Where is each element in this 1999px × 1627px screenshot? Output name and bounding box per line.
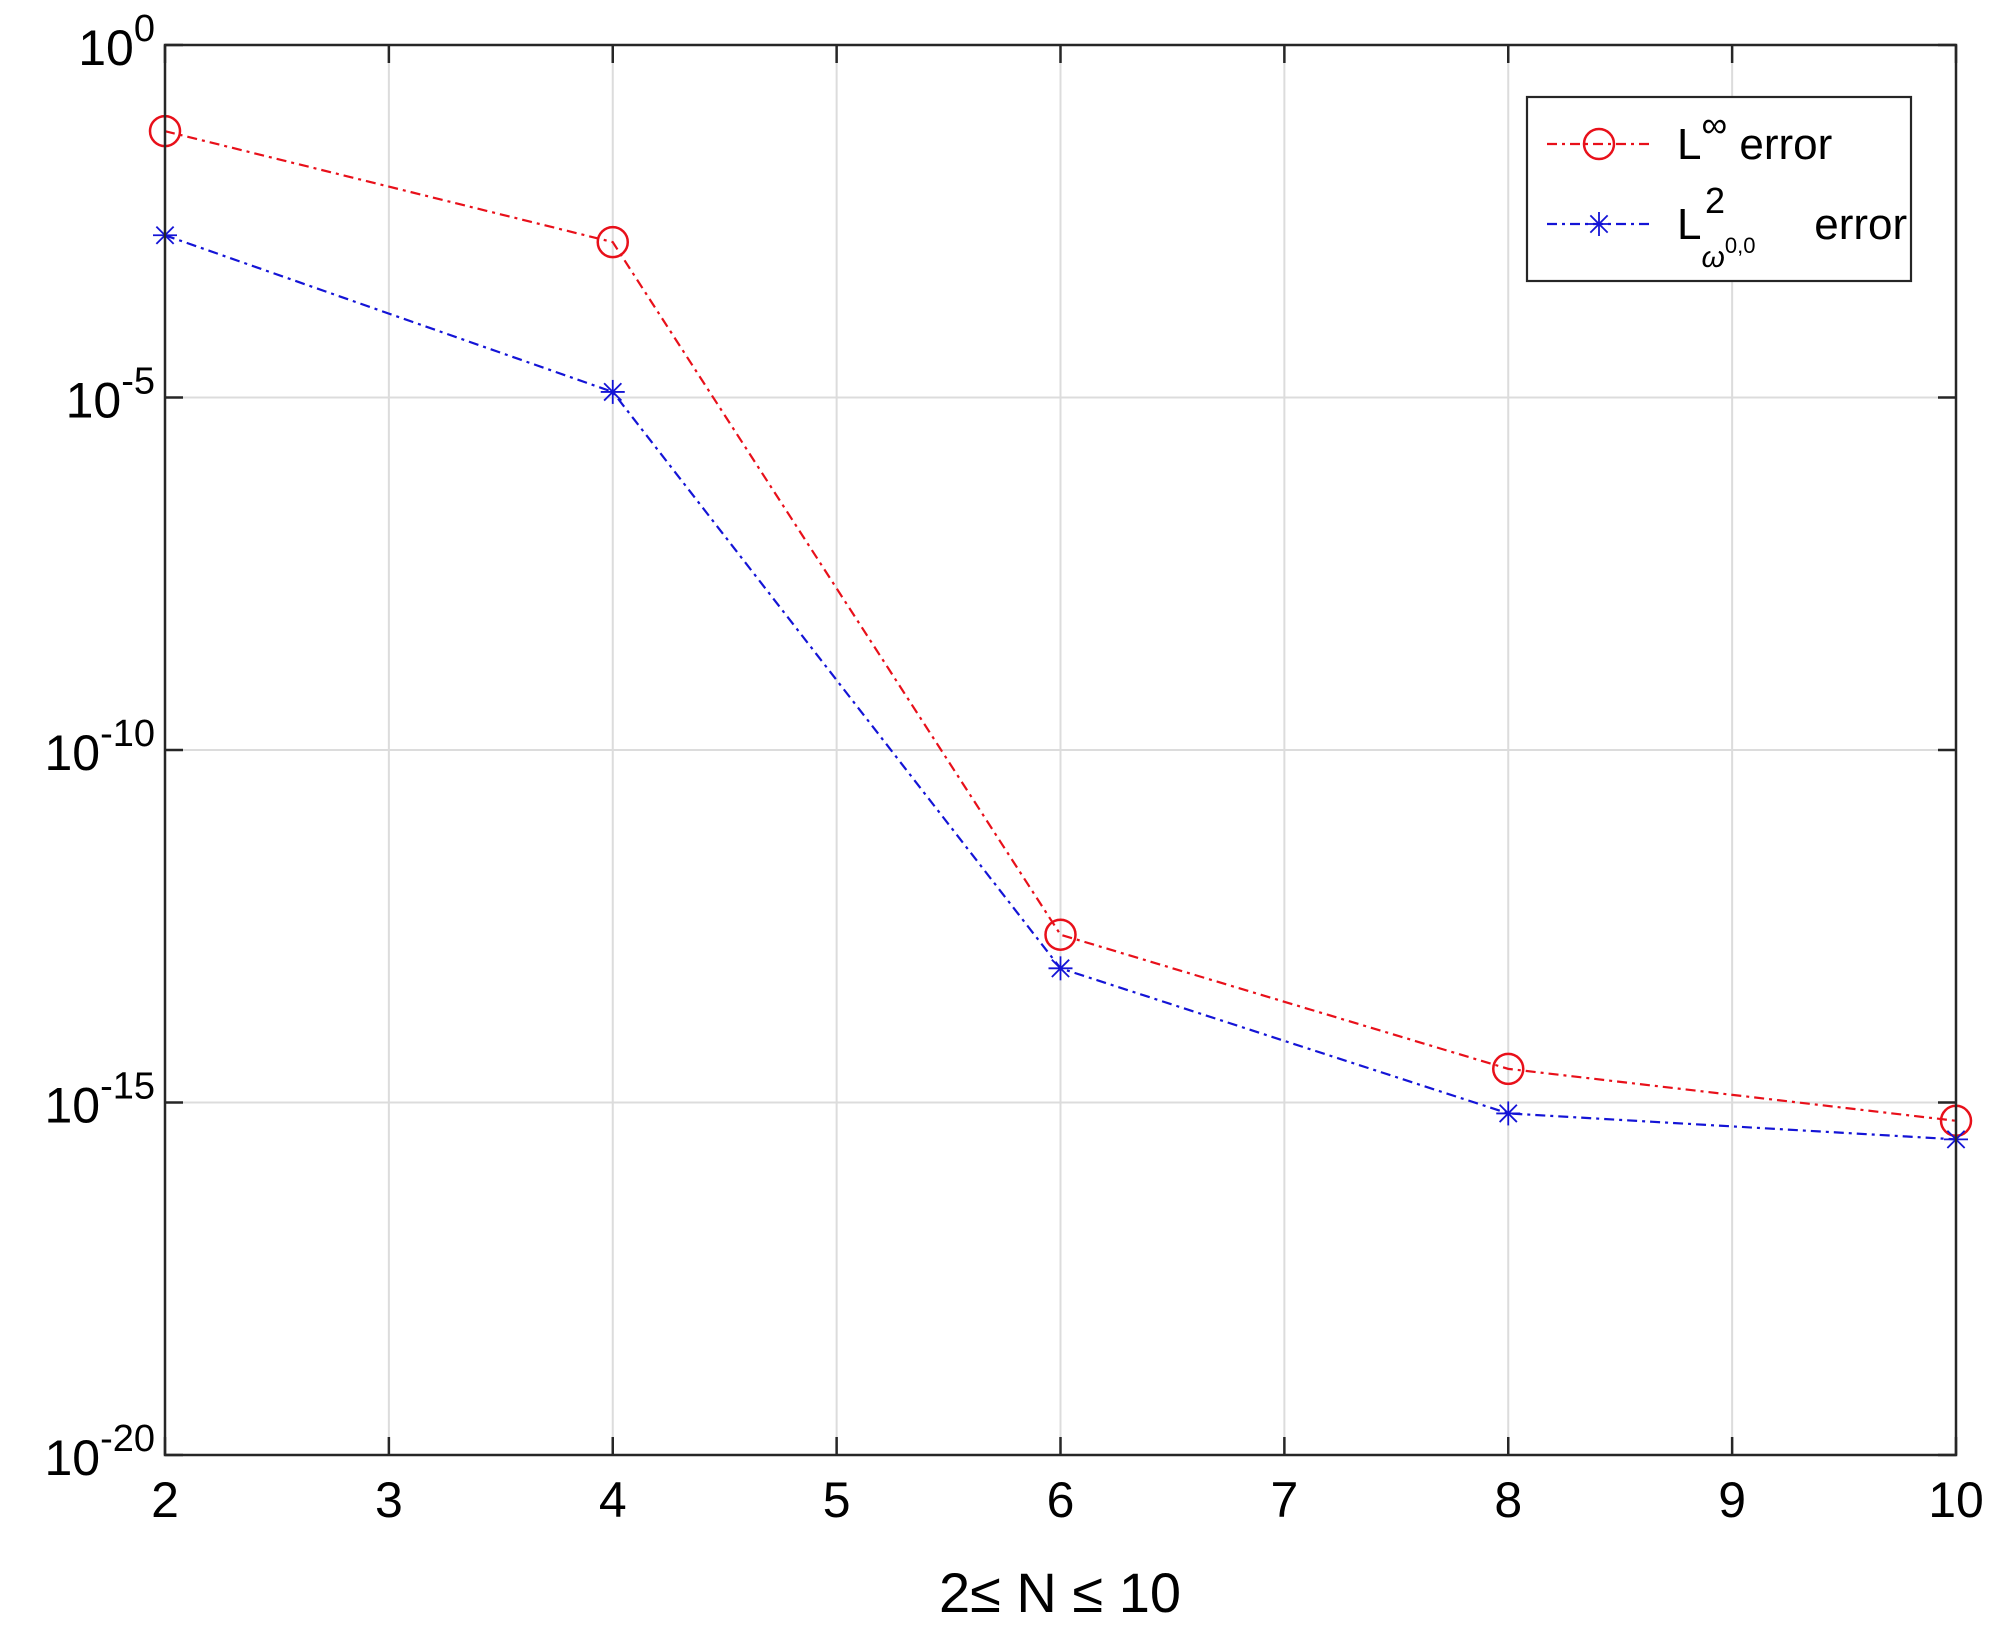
tick-labels: 2 3 4 5 6 7 8 9 10 10-20 10-15 10-10 10-5 100 [44, 8, 1983, 1528]
x-tick-label: 4 [599, 1472, 627, 1528]
data-point [1492, 1052, 1525, 1086]
x-tick-label: 5 [823, 1472, 851, 1528]
legend-item: L∞ error [1547, 104, 1832, 169]
x-tick-label: 6 [1047, 1472, 1075, 1528]
x-tick-label: 9 [1718, 1472, 1746, 1528]
legend: L∞ error Lω0,02 error [1525, 95, 1913, 283]
data-point [596, 225, 629, 259]
y-tick-label: 10-10 [44, 713, 155, 781]
data-point [1044, 918, 1077, 951]
y-tick-label: 100 [78, 8, 155, 76]
y-tick-label: 10-20 [44, 1418, 155, 1486]
y-tick-label: 10-15 [44, 1066, 155, 1134]
legend-label: L∞ error [1677, 104, 1832, 169]
axis-ticks [163, 43, 1958, 1457]
grid-lines [165, 45, 1956, 1455]
data-point [1496, 1101, 1521, 1126]
x-axis-label: 2≤ N ≤ 10 [939, 1561, 1181, 1624]
series-line [164, 130, 1957, 1122]
legend-box [1525, 95, 1913, 283]
x-tick-label: 3 [375, 1472, 403, 1528]
data-point [1048, 956, 1073, 981]
x-tick-label: 7 [1270, 1472, 1298, 1528]
y-tick-label: 10-5 [66, 361, 155, 429]
legend-label: Lω0,02 error [1677, 180, 1907, 274]
x-tick-label: 8 [1494, 1472, 1522, 1528]
x-tick-label: 2 [151, 1472, 179, 1528]
x-tick-label: 10 [1928, 1472, 1984, 1528]
data-point [1582, 127, 1616, 161]
legend-item: Lω0,02 error [1547, 180, 1907, 274]
data-point [600, 379, 625, 404]
data-point [1587, 212, 1611, 236]
